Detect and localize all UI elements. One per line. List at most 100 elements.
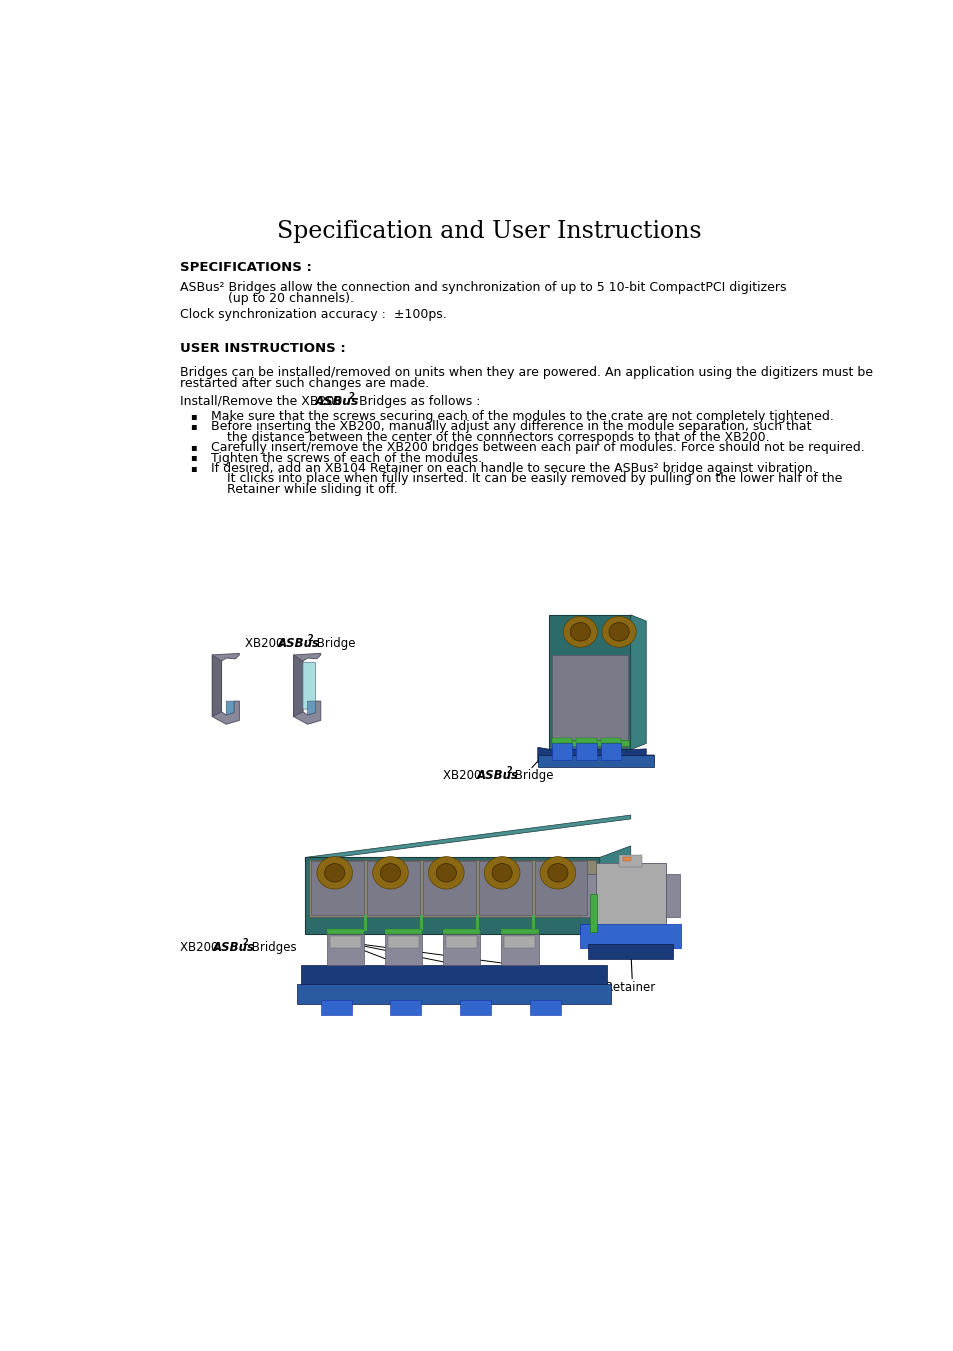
Bar	[665, 874, 679, 917]
Bar	[419, 915, 422, 931]
Polygon shape	[305, 815, 630, 862]
Ellipse shape	[601, 616, 636, 647]
Bar	[500, 929, 537, 935]
Text: ▪: ▪	[191, 453, 197, 462]
Bar	[576, 738, 596, 743]
Bar	[500, 935, 537, 965]
Bar	[579, 924, 680, 947]
Bar	[537, 755, 654, 766]
Bar	[327, 929, 364, 935]
Polygon shape	[294, 654, 320, 724]
Text: Make sure that the screws securing each of the modules to the crate are not comp: Make sure that the screws securing each …	[211, 411, 833, 423]
Bar	[587, 943, 673, 959]
Text: XB104 Retainer: XB104 Retainer	[562, 981, 655, 994]
Text: XB200: XB200	[443, 769, 485, 782]
Bar	[301, 965, 607, 992]
Bar	[320, 1000, 352, 1016]
Ellipse shape	[484, 857, 519, 889]
Ellipse shape	[608, 623, 629, 642]
Bar	[530, 1000, 560, 1016]
Bar	[422, 862, 476, 915]
Text: ▪: ▪	[191, 422, 197, 431]
Bar	[622, 857, 630, 861]
Bar	[443, 929, 480, 935]
Text: SPECIFICATIONS :: SPECIFICATIONS :	[179, 261, 312, 274]
Polygon shape	[212, 655, 221, 716]
Ellipse shape	[547, 863, 567, 882]
Polygon shape	[307, 701, 315, 715]
Text: ASBus² Bridges allow the connection and synchronization of up to 5 10-bit Compac: ASBus² Bridges allow the connection and …	[179, 281, 785, 295]
Polygon shape	[599, 846, 630, 935]
Bar	[551, 743, 571, 761]
Text: 2: 2	[348, 392, 354, 401]
Text: Bridges can be installed/removed on units when they are powered. An application : Bridges can be installed/removed on unit…	[179, 366, 872, 380]
Bar	[459, 1000, 491, 1016]
Text: Specification and User Instructions: Specification and User Instructions	[276, 220, 700, 243]
Bar	[600, 738, 620, 743]
Bar	[476, 915, 478, 931]
Text: Bridge: Bridge	[313, 638, 355, 650]
Text: ▪: ▪	[191, 411, 197, 420]
Ellipse shape	[380, 863, 400, 882]
Bar	[297, 985, 611, 1004]
Text: Bridges as follows :: Bridges as follows :	[355, 394, 480, 408]
Polygon shape	[630, 615, 645, 750]
Bar	[551, 738, 571, 743]
Bar	[443, 935, 480, 965]
Ellipse shape	[324, 863, 344, 882]
Text: Bridge: Bridge	[511, 769, 554, 782]
Bar	[579, 874, 596, 917]
Text: restarted after such changes are made.: restarted after such changes are made.	[179, 377, 429, 390]
Bar	[305, 858, 599, 935]
Ellipse shape	[539, 857, 575, 889]
Polygon shape	[537, 747, 654, 763]
Text: Clock synchronization accuracy :  ±100ps.: Clock synchronization accuracy : ±100ps.	[179, 308, 446, 322]
Text: ASBus: ASBus	[278, 638, 320, 650]
Polygon shape	[303, 662, 315, 711]
Bar	[330, 936, 360, 947]
Text: It clicks into place when fully inserted. It can be easily removed by pulling on: It clicks into place when fully inserted…	[211, 473, 841, 485]
Bar	[311, 862, 364, 915]
Bar	[618, 855, 641, 867]
Bar	[327, 935, 364, 965]
Ellipse shape	[428, 857, 464, 889]
Bar	[549, 615, 630, 750]
Bar	[446, 936, 476, 947]
Bar	[390, 1000, 421, 1016]
Bar	[534, 862, 587, 915]
Bar	[364, 915, 367, 931]
Polygon shape	[294, 655, 303, 716]
Ellipse shape	[492, 863, 512, 882]
Text: XB200: XB200	[245, 638, 287, 650]
Bar	[367, 862, 419, 915]
Text: Install/Remove the XB200: Install/Remove the XB200	[179, 394, 350, 408]
Bar	[385, 935, 422, 965]
Text: 2: 2	[307, 634, 314, 643]
Polygon shape	[212, 654, 239, 724]
Bar	[388, 936, 418, 947]
Bar	[309, 859, 596, 917]
Ellipse shape	[562, 616, 597, 647]
Text: Before inserting the XB200, manually adjust any difference in the module separat: Before inserting the XB200, manually adj…	[211, 420, 810, 434]
Bar	[551, 739, 629, 746]
Text: If desired, add an XB104 Retainer on each handle to secure the ASBus² bridge aga: If desired, add an XB104 Retainer on eac…	[211, 462, 816, 476]
Ellipse shape	[570, 623, 590, 642]
Text: the distance between the center of the connnectors corresponds to that of the XB: the distance between the center of the c…	[211, 431, 768, 444]
Bar	[504, 936, 535, 947]
Text: XB200: XB200	[179, 942, 222, 954]
Text: ASBus: ASBus	[314, 394, 358, 408]
Bar	[385, 929, 422, 935]
Text: Tighten the screws of each of the modules.: Tighten the screws of each of the module…	[211, 451, 481, 465]
Bar	[592, 863, 665, 928]
Text: USER INSTRUCTIONS :: USER INSTRUCTIONS :	[179, 342, 345, 354]
Ellipse shape	[316, 857, 353, 889]
Bar	[590, 893, 596, 932]
Text: Retainer while sliding it off.: Retainer while sliding it off.	[211, 482, 397, 496]
Text: ▪: ▪	[191, 442, 197, 453]
Text: (up to 20 channels).: (up to 20 channels).	[228, 292, 354, 305]
Ellipse shape	[373, 857, 408, 889]
Text: Carefully insert/remove the XB200 bridges between each pair of modules. Force sh: Carefully insert/remove the XB200 bridge…	[211, 442, 863, 454]
Bar	[600, 743, 620, 761]
Text: 2: 2	[242, 939, 248, 947]
Bar	[531, 915, 534, 931]
